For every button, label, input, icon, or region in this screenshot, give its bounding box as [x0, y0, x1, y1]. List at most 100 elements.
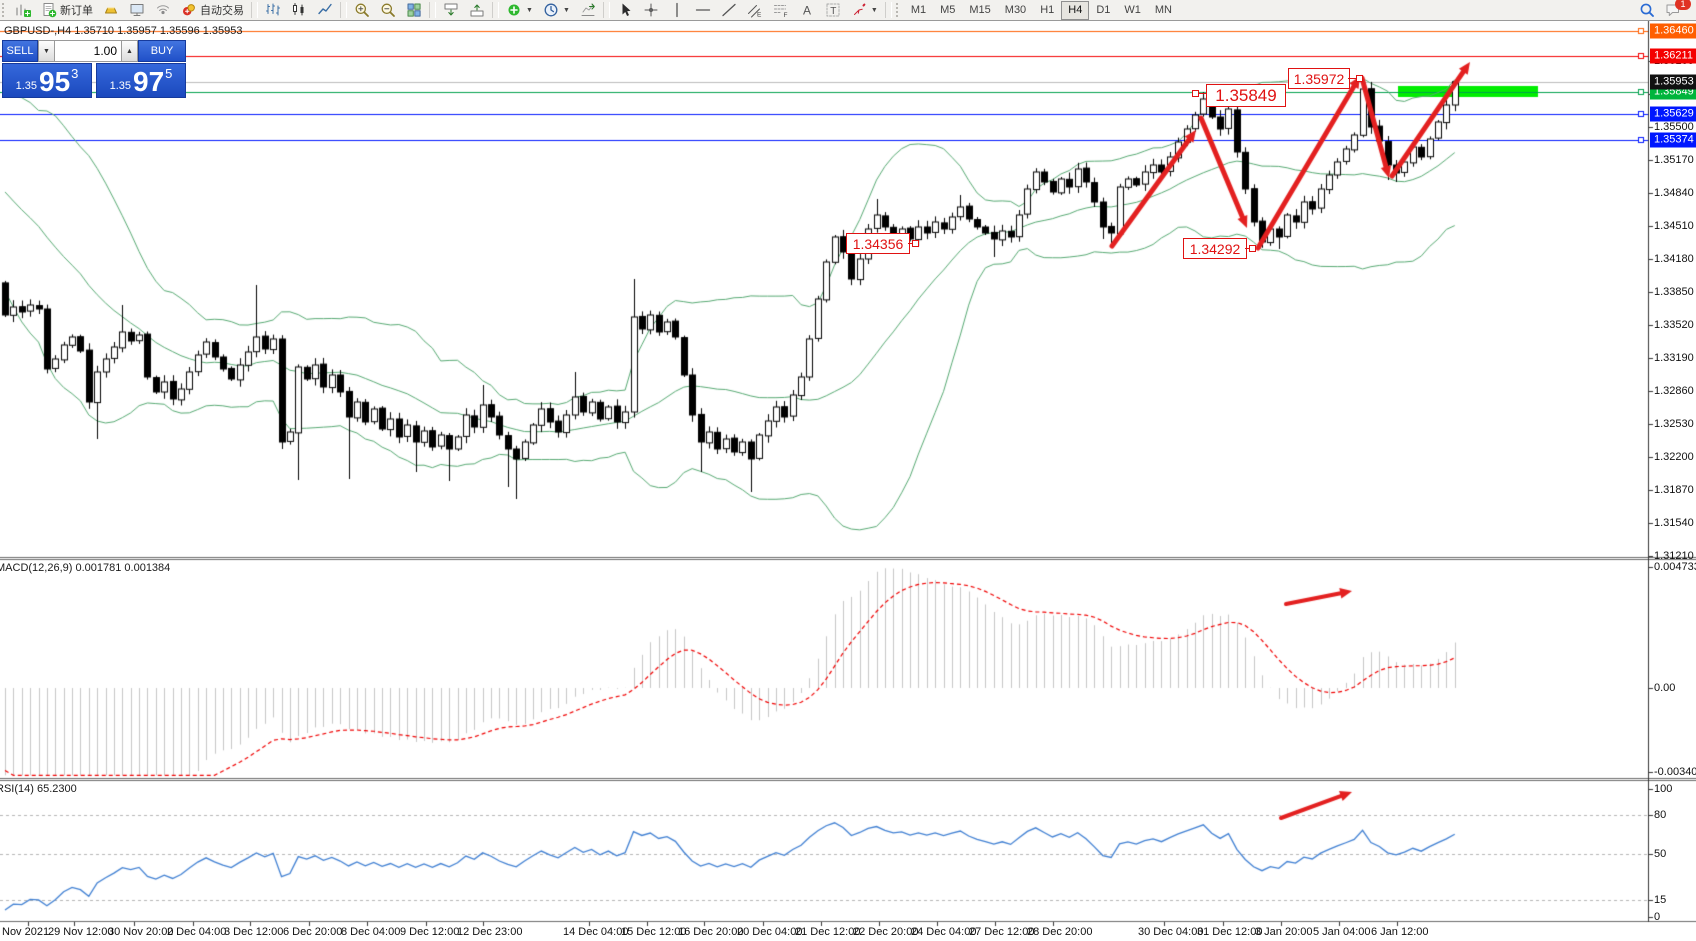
line-mode-icon: [317, 2, 333, 18]
terminal-button[interactable]: [124, 0, 150, 20]
periods-button[interactable]: ▼: [538, 0, 575, 20]
timeframe-m1-button[interactable]: M1: [910, 4, 927, 16]
crosshair-tool-button[interactable]: [638, 0, 664, 20]
price-callout-label[interactable]: 1.35972: [1288, 68, 1350, 89]
bar-chart-mode-button[interactable]: [260, 0, 286, 20]
buy-price-main: 97: [133, 66, 165, 97]
timeframe-mn-button[interactable]: MN: [1154, 4, 1172, 16]
gold-icon: [103, 2, 119, 18]
terminal-icon: [129, 2, 145, 18]
buy-button[interactable]: BUY: [138, 40, 186, 62]
price-axis-tick-label: 1.33190: [1654, 352, 1694, 364]
price-callout-label[interactable]: 1.34356: [846, 233, 910, 254]
date-axis-label: 14 Dec 04:00: [563, 926, 629, 938]
date-axis-label: 16 Dec 20:00: [678, 926, 744, 938]
date-axis-label: 30 Dec 04:00: [1138, 926, 1204, 938]
price-callout-label[interactable]: 1.34292: [1183, 238, 1247, 259]
caret-down-icon: ▼: [526, 6, 533, 14]
new-chart-button[interactable]: [10, 0, 36, 20]
price-axis-tick-label: 1.31870: [1654, 484, 1694, 496]
macd-axis-tick-label: -0.003403: [1654, 766, 1696, 778]
date-axis-label: 20 Dec 04:00: [737, 926, 803, 938]
caret-down-icon: ▼: [562, 6, 570, 14]
hline-icon: [695, 2, 711, 18]
chart-title: GBPUSD-,H4 1.35710 1.35957 1.35596 1.359…: [4, 25, 243, 37]
ind-a-icon: [443, 2, 459, 18]
auto-scroll-shift-button[interactable]: [575, 0, 601, 20]
date-axis-label: 22 Dec 20:00: [853, 926, 919, 938]
rsi-indicator-header: RSI(14) 65.2300: [0, 783, 77, 795]
timeframe-m15-button[interactable]: M15: [969, 4, 991, 16]
add-indicator-button[interactable]: ▼: [501, 0, 538, 20]
periods-icon: [543, 2, 559, 18]
vline-icon: [669, 2, 685, 18]
sell-price-prefix: 1.35: [15, 80, 38, 92]
new-order-button[interactable]: 新订单: [36, 0, 98, 20]
equidistant-channel-tool-button[interactable]: E: [742, 0, 768, 20]
search-button[interactable]: [1634, 0, 1660, 20]
date-axis-label: Nov 2021: [2, 926, 50, 938]
date-axis-label: 30 Nov 20:00: [108, 926, 174, 938]
new-indicator-window-button[interactable]: [438, 0, 464, 20]
price-badge: 1.35629: [1650, 106, 1696, 122]
cursor-icon: [617, 2, 633, 18]
timeframe-w1-button[interactable]: W1: [1124, 4, 1141, 16]
notifications-button[interactable]: 1: [1660, 0, 1691, 20]
date-axis-label: 24 Dec 04:00: [911, 926, 977, 938]
tile-icon: [406, 2, 422, 18]
price-axis-tick-label: 1.32200: [1654, 451, 1694, 463]
data-window-button[interactable]: [464, 0, 490, 20]
toolbar-separator: [429, 2, 436, 18]
timeframe-d1-button[interactable]: D1: [1096, 4, 1111, 16]
horizontal-line-tool-button[interactable]: [690, 0, 716, 20]
auto-trading-button[interactable]: 自动交易: [176, 0, 249, 20]
trendline-tool-button[interactable]: [716, 0, 742, 20]
line-chart-mode-button[interactable]: [312, 0, 338, 20]
date-axis-label: 21 Dec 12:00: [795, 926, 861, 938]
date-axis-label: 9 Dec 12:00: [400, 926, 460, 938]
text-label-tool-button[interactable]: T: [820, 0, 846, 20]
date-axis-label: 5 Jan 04:00: [1313, 926, 1371, 938]
arrows-tool-button[interactable]: ▼: [846, 0, 883, 20]
price-axis-tick-label: 1.34840: [1654, 187, 1694, 199]
volume-decrease-button[interactable]: ▼: [38, 40, 55, 62]
timeframe-h4-button[interactable]: H4: [1061, 0, 1090, 20]
toolbar-separator: [884, 2, 892, 18]
volume-increase-button[interactable]: ▲: [121, 40, 138, 62]
vertical-line-tool-button[interactable]: [664, 0, 690, 20]
zoom-in-button[interactable]: [349, 0, 375, 20]
price-axis-tick-label: 1.32860: [1654, 385, 1694, 397]
svg-text:F: F: [783, 12, 787, 18]
sell-price-pip: 3: [71, 66, 79, 81]
rsi-axis-tick-label: 100: [1654, 783, 1673, 795]
buy-price-display[interactable]: 1.35 97 5: [96, 63, 186, 98]
timeframe-h1-button[interactable]: H1: [1040, 4, 1055, 16]
toolbar-separator: [602, 2, 610, 18]
sell-button[interactable]: SELL: [2, 40, 38, 62]
candle-chart-mode-button[interactable]: [286, 0, 312, 20]
tile-windows-button[interactable]: [401, 0, 427, 20]
chart-plus-icon: [15, 2, 31, 18]
sell-price-display[interactable]: 1.35 95 3: [2, 63, 92, 98]
macd-indicator-header: MACD(12,26,9) 0.001781 0.001384: [0, 562, 171, 574]
signals-button[interactable]: [150, 0, 176, 20]
price-callout-label[interactable]: 1.35849: [1206, 84, 1286, 107]
cursor-tool-button[interactable]: [612, 0, 638, 20]
volume-input[interactable]: [55, 40, 121, 62]
timeframe-m5-button[interactable]: M5: [940, 4, 956, 16]
text-tool-button[interactable]: A: [794, 0, 820, 20]
zoom-in-icon: [354, 2, 370, 18]
notification-count-badge: 1: [1675, 0, 1691, 10]
zoom-out-button[interactable]: [375, 0, 401, 20]
date-axis-label: 27 Dec 12:00: [969, 926, 1035, 938]
fibo-icon: F: [773, 2, 789, 18]
timeframe-m30-button[interactable]: M30: [1004, 4, 1027, 16]
date-axis-label: 8 Dec 04:00: [341, 926, 401, 938]
market-gold-button[interactable]: [98, 0, 124, 20]
auto-trading-button-label: 自动交易: [200, 5, 244, 17]
fibonacci-tool-button[interactable]: F: [768, 0, 794, 20]
toolbar-grip: [895, 3, 902, 17]
toolbar-separator: [340, 2, 347, 18]
price-axis-tick-label: 1.33850: [1654, 286, 1694, 298]
